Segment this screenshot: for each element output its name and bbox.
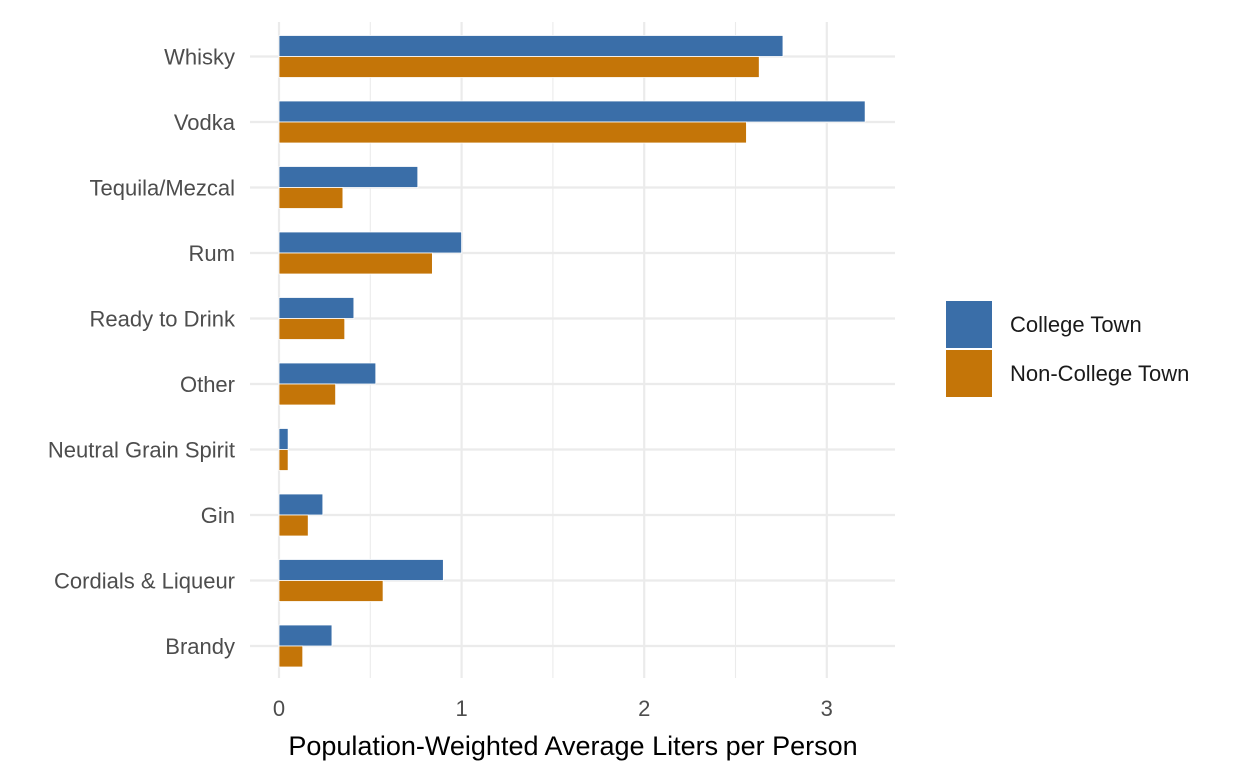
bar-non-college-town: [278, 645, 304, 668]
legend: College Town Non-College Town: [946, 300, 1189, 398]
bar-college-town: [278, 35, 784, 57]
y-tick-label: Rum: [189, 241, 235, 266]
bar-non-college-town: [278, 187, 344, 209]
y-tick-label: Vodka: [174, 110, 236, 135]
legend-label-college-town: College Town: [1010, 311, 1142, 337]
x-axis-title: Population-Weighted Average Liters per P…: [288, 731, 857, 761]
y-tick-label: Neutral Grain Spirit: [48, 438, 235, 463]
y-tick-label: Gin: [201, 503, 235, 528]
legend-label-non-college-town: Non-College Town: [1010, 360, 1190, 386]
bar-college-town: [278, 297, 355, 319]
bar-non-college-town: [278, 252, 433, 275]
legend-swatch-college-town: [946, 301, 992, 348]
x-tick-label: 1: [455, 696, 467, 721]
bar-college-town: [278, 428, 289, 450]
x-tick-label: 0: [273, 696, 285, 721]
bar-non-college-town: [278, 56, 760, 78]
x-tick-label: 3: [821, 696, 833, 721]
legend-item-non-college-town: Non-College Town: [946, 349, 1189, 398]
y-tick-label: Other: [180, 372, 235, 397]
bar-college-town: [278, 100, 866, 123]
bar-non-college-town: [278, 514, 309, 537]
bar-non-college-town: [278, 318, 346, 340]
bar-non-college-town: [278, 580, 384, 602]
x-tick-label: 2: [638, 696, 650, 721]
legend-swatch-non-college-town: [946, 350, 992, 397]
bar-college-town: [278, 493, 324, 516]
bar-college-town: [278, 231, 463, 254]
bar-non-college-town: [278, 383, 337, 406]
x-tick-labels: 0 1 2 3: [273, 696, 833, 721]
bar-college-town: [278, 362, 377, 385]
y-tick-label: Ready to Drink: [89, 307, 236, 332]
y-tick-label: Brandy: [165, 634, 235, 659]
bar-non-college-town: [278, 449, 289, 471]
y-tick-label: Tequila/Mezcal: [89, 176, 235, 201]
legend-item-college-town: College Town: [946, 300, 1189, 349]
bar-college-town: [278, 559, 444, 581]
bar-college-town: [278, 166, 419, 188]
y-tick-labels: Whisky Vodka Tequila/Mezcal Rum Ready to Dri…: [48, 45, 236, 660]
y-tick-label: Cordials & Liqueur: [54, 569, 235, 594]
bar-college-town: [278, 624, 333, 647]
bars: [278, 35, 866, 668]
y-tick-label: Whisky: [164, 45, 235, 70]
bar-non-college-town: [278, 121, 747, 144]
